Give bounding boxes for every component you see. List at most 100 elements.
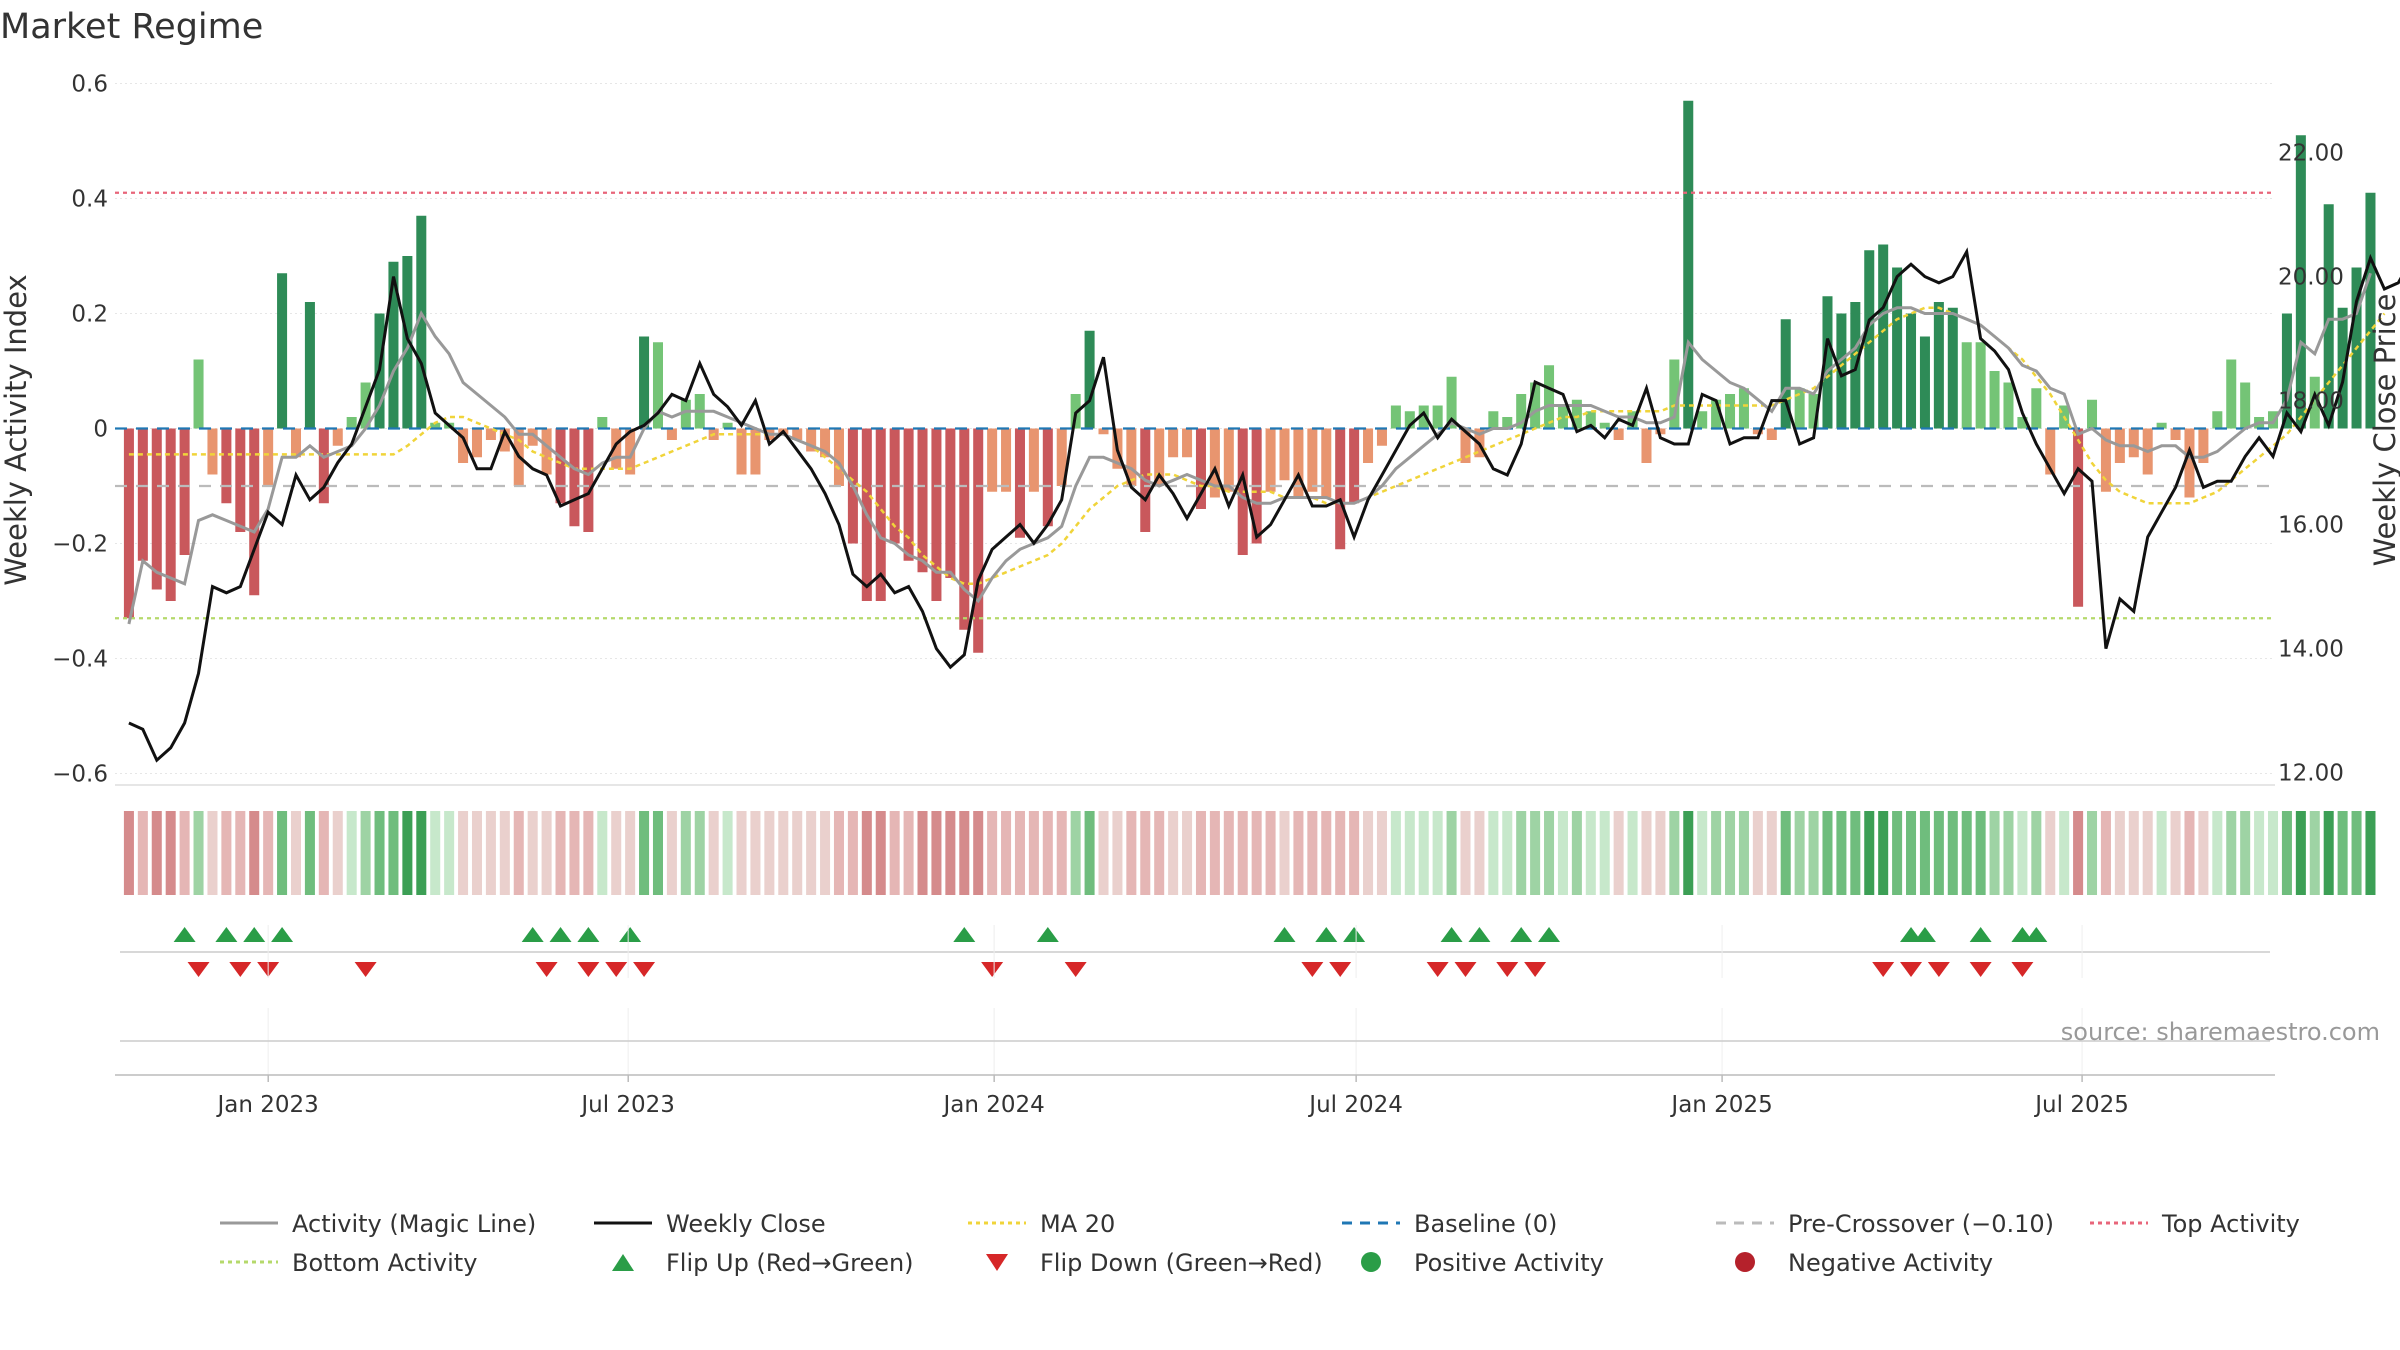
regime-strip-cell xyxy=(903,811,914,895)
regime-strip-cell xyxy=(2142,811,2153,895)
regime-strip-cell xyxy=(1195,811,1206,895)
regime-strip-cell xyxy=(1321,811,1332,895)
date-axis-panel: Jan 2023 Jul 2023 Jan 2024 Jul 2024 Jan 2025… xyxy=(115,925,2275,1118)
regime-strip-cell xyxy=(2240,811,2251,895)
regime-strip-cell xyxy=(1766,811,1777,895)
legend-item: Bottom Activity xyxy=(220,1249,477,1277)
regime-strip-cell xyxy=(2351,811,2362,895)
activity-bar xyxy=(2100,428,2111,492)
activity-bar xyxy=(666,428,677,440)
activity-bar xyxy=(2170,428,2181,440)
regime-strip-cell xyxy=(165,811,176,895)
activity-bar xyxy=(680,399,691,429)
flip-down-marker xyxy=(1524,962,1547,977)
activity-bar xyxy=(193,359,204,429)
regime-strip-cell xyxy=(680,811,691,895)
regime-strip-cell xyxy=(346,811,357,895)
regime-strip-cell xyxy=(2212,811,2223,895)
activity-bar xyxy=(1001,428,1012,492)
regime-strip-cell xyxy=(1738,811,1749,895)
activity-bar xyxy=(1182,428,1193,458)
flip-up-marker xyxy=(1913,927,1936,942)
activity-bar xyxy=(1780,319,1791,429)
legend-item: Negative Activity xyxy=(1735,1249,1993,1277)
regime-strip-cell xyxy=(1655,811,1666,895)
flip-up-marker xyxy=(1468,927,1491,942)
activity-bar xyxy=(1683,100,1694,429)
activity-bar xyxy=(1042,428,1053,527)
regime-strip-cell xyxy=(945,811,956,895)
legend-label: Flip Up (Red→Green) xyxy=(666,1249,914,1277)
flip-down-marker xyxy=(1301,962,1324,977)
activity-bar xyxy=(318,428,329,504)
activity-bar xyxy=(1571,399,1582,429)
activity-bar xyxy=(388,261,399,429)
activity-bar xyxy=(2240,382,2251,429)
regime-strip-cell xyxy=(1641,811,1652,895)
regime-strip-cell xyxy=(2295,811,2306,895)
activity-bar xyxy=(402,256,413,429)
regime-strip-cell xyxy=(2114,811,2125,895)
regime-strip-cell xyxy=(597,811,608,895)
activity-bar xyxy=(2281,313,2292,429)
regime-strip-cell xyxy=(137,811,148,895)
regime-strip-cell xyxy=(1599,811,1610,895)
regime-strip-cell xyxy=(806,811,817,895)
flip-up-marker xyxy=(271,927,294,942)
regime-strip-cell xyxy=(1014,811,1025,895)
activity-bar xyxy=(1725,394,1736,429)
flip-up-marker xyxy=(2025,927,2048,942)
regime-strip-cell xyxy=(1349,811,1360,895)
regime-strip-cell xyxy=(1488,811,1499,895)
legend-swatch-dot xyxy=(1735,1252,1755,1272)
activity-bar xyxy=(1390,405,1401,429)
regime-strip-cell xyxy=(1209,811,1220,895)
activity-bar xyxy=(2031,388,2042,429)
regime-strip-cell xyxy=(875,811,886,895)
activity-bar xyxy=(1766,428,1777,440)
activity-bar xyxy=(1349,428,1360,504)
legend-item: Weekly Close xyxy=(594,1210,826,1238)
regime-strip-cell xyxy=(2031,811,2042,895)
regime-strip-cell xyxy=(416,811,427,895)
regime-strip-cell xyxy=(2017,811,2028,895)
regime-strip-cell xyxy=(541,811,552,895)
activity-bar xyxy=(1641,428,1652,463)
regime-strip-cell xyxy=(374,811,385,895)
regime-strip-cell xyxy=(304,811,315,895)
legend-label: Baseline (0) xyxy=(1414,1210,1557,1238)
regime-strip-cell xyxy=(1878,811,1889,895)
activity-bar xyxy=(625,428,636,475)
regime-strip-cell xyxy=(1933,811,1944,895)
legend-swatch-dot xyxy=(1361,1252,1381,1272)
regime-strip-cell xyxy=(1725,811,1736,895)
regime-strip-cell xyxy=(1585,811,1596,895)
activity-bar xyxy=(2323,204,2334,429)
regime-strip-cell xyxy=(625,811,636,895)
activity-bar xyxy=(1892,267,1903,429)
chart-title: Market Regime xyxy=(0,7,263,47)
regime-strip-cell xyxy=(1892,811,1903,895)
regime-strip-cell xyxy=(1683,811,1694,895)
activity-bar xyxy=(1585,411,1596,429)
activity-bar xyxy=(1084,330,1095,429)
regime-strip-cell xyxy=(1070,811,1081,895)
activity-bar xyxy=(1460,428,1471,463)
legend-label: Negative Activity xyxy=(1788,1249,1993,1277)
activity-bar xyxy=(137,428,148,561)
activity-bar xyxy=(165,428,176,601)
regime-strip-cell xyxy=(402,811,413,895)
y2-axis-title: Weekly Close Price xyxy=(2368,294,2400,567)
regime-strip-cell xyxy=(151,811,162,895)
regime-strip-cell xyxy=(1906,811,1917,895)
legend-item: Top Activity xyxy=(2090,1210,2300,1238)
activity-bar xyxy=(2073,428,2084,607)
regime-strip-cell xyxy=(1850,811,1861,895)
regime-strip-cell xyxy=(1613,811,1624,895)
regime-strip-cell xyxy=(430,811,441,895)
activity-bar xyxy=(1098,428,1109,435)
regime-strip-cell xyxy=(1446,811,1457,895)
legend-label: Flip Down (Green→Red) xyxy=(1040,1249,1323,1277)
activity-bar xyxy=(569,428,580,527)
activity-bar xyxy=(1919,336,1930,429)
